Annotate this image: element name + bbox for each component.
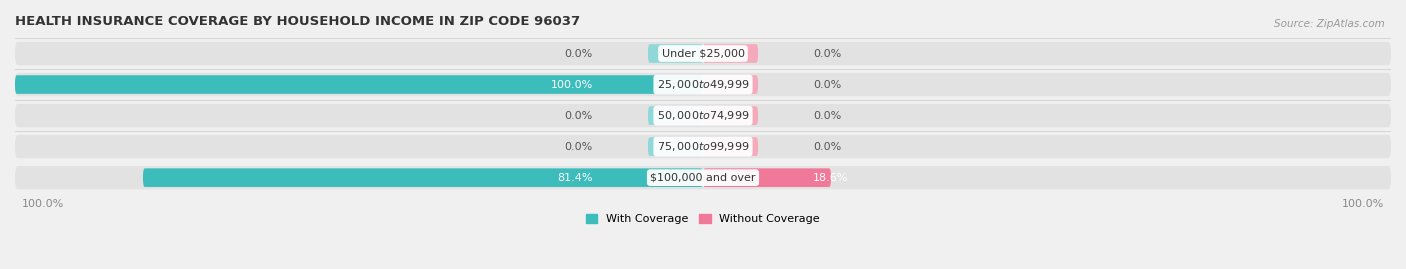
Text: 0.0%: 0.0% <box>565 111 593 121</box>
FancyBboxPatch shape <box>15 104 1391 127</box>
Text: 100.0%: 100.0% <box>1341 199 1384 209</box>
FancyBboxPatch shape <box>15 42 1391 65</box>
FancyBboxPatch shape <box>143 168 703 187</box>
Text: $50,000 to $74,999: $50,000 to $74,999 <box>657 109 749 122</box>
Text: HEALTH INSURANCE COVERAGE BY HOUSEHOLD INCOME IN ZIP CODE 96037: HEALTH INSURANCE COVERAGE BY HOUSEHOLD I… <box>15 15 581 28</box>
Text: $75,000 to $99,999: $75,000 to $99,999 <box>657 140 749 153</box>
FancyBboxPatch shape <box>648 137 703 156</box>
FancyBboxPatch shape <box>703 44 758 63</box>
Text: 0.0%: 0.0% <box>813 48 841 59</box>
FancyBboxPatch shape <box>703 137 758 156</box>
Text: $100,000 and over: $100,000 and over <box>650 173 756 183</box>
Text: 100.0%: 100.0% <box>551 80 593 90</box>
FancyBboxPatch shape <box>15 73 1391 96</box>
Legend: With Coverage, Without Coverage: With Coverage, Without Coverage <box>582 209 824 228</box>
FancyBboxPatch shape <box>648 106 703 125</box>
Text: 0.0%: 0.0% <box>813 142 841 152</box>
Text: 18.6%: 18.6% <box>813 173 848 183</box>
FancyBboxPatch shape <box>15 166 1391 189</box>
Text: 0.0%: 0.0% <box>813 111 841 121</box>
FancyBboxPatch shape <box>648 44 703 63</box>
Text: 0.0%: 0.0% <box>565 48 593 59</box>
Text: Under $25,000: Under $25,000 <box>661 48 745 59</box>
FancyBboxPatch shape <box>15 135 1391 158</box>
Text: 81.4%: 81.4% <box>557 173 593 183</box>
FancyBboxPatch shape <box>703 106 758 125</box>
Text: 0.0%: 0.0% <box>565 142 593 152</box>
Text: 0.0%: 0.0% <box>813 80 841 90</box>
Text: Source: ZipAtlas.com: Source: ZipAtlas.com <box>1274 19 1385 29</box>
Text: $25,000 to $49,999: $25,000 to $49,999 <box>657 78 749 91</box>
Text: 100.0%: 100.0% <box>22 199 65 209</box>
FancyBboxPatch shape <box>703 75 758 94</box>
FancyBboxPatch shape <box>15 75 703 94</box>
FancyBboxPatch shape <box>703 168 831 187</box>
